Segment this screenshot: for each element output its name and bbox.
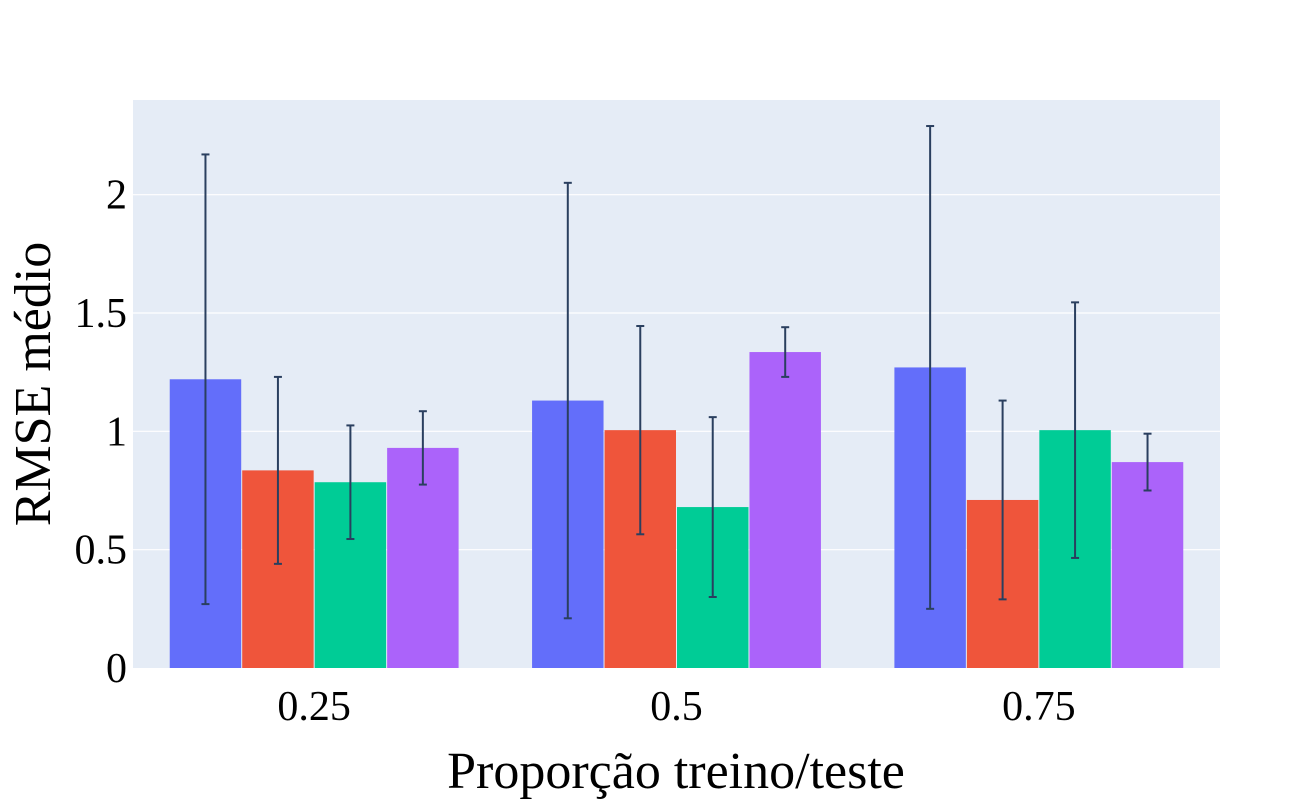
y-tick-labels: 0 0.5 1 1.5 2 [75,173,128,692]
error-bar [346,424,355,541]
error-bar [201,153,210,606]
error-bar [781,326,790,378]
y-tick-label: 2 [106,173,127,219]
gridlines [133,194,1220,551]
error-bar [563,181,572,620]
y-tick-label: 0.5 [75,528,128,574]
x-tick-label: 0.25 [277,684,351,730]
error-bar [636,325,645,536]
x-tick-label: 0.5 [650,684,703,730]
x-axis-title: Proporção treino/teste [447,743,905,800]
error-bars [201,125,1152,620]
error-bar [998,399,1007,601]
error-bar [1071,301,1080,559]
y-tick-label: 0 [106,646,127,692]
error-bar [708,416,717,598]
y-tick-label: 1.5 [75,291,128,337]
x-tick-label: 0.75 [1002,684,1076,730]
error-bar [1143,432,1152,492]
error-bar [418,410,427,486]
y-tick-label: 1 [106,409,127,455]
bar [749,352,821,668]
x-tick-labels: 0.25 0.5 0.75 [277,684,1075,730]
bar [1111,462,1184,668]
error-bar [926,125,935,610]
error-bar [273,375,282,565]
y-axis-title: RMSE médio [5,242,62,527]
